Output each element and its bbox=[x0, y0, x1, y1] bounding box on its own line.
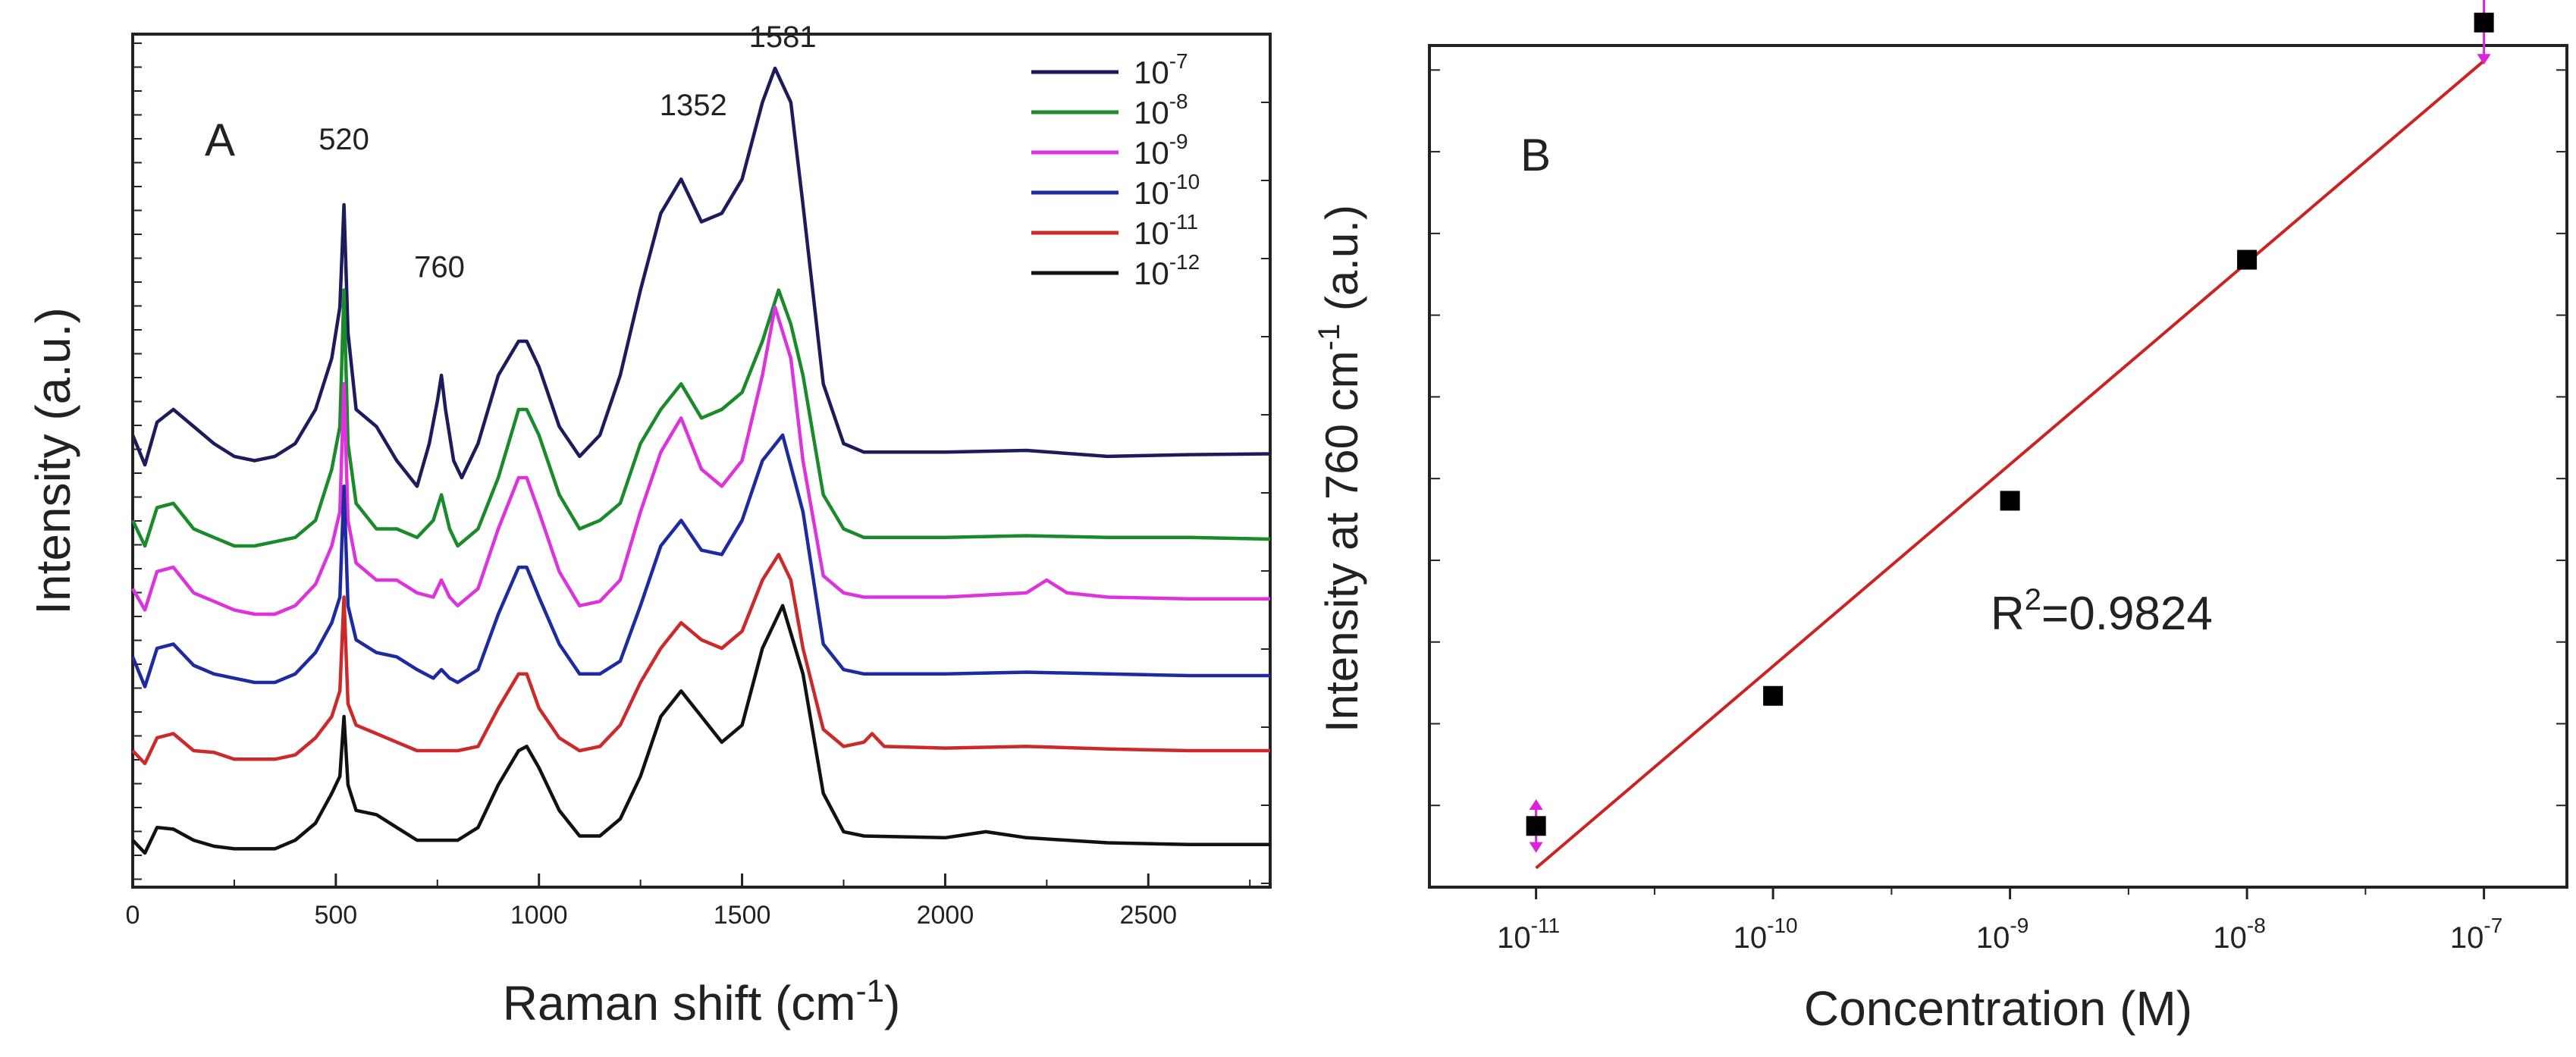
spectrum-line--9 bbox=[131, 305, 1270, 616]
x-tick-label-a: 2000 bbox=[917, 901, 974, 930]
peak-label: 1581 bbox=[749, 20, 817, 54]
x-tick-label-a: 2500 bbox=[1119, 901, 1177, 930]
panel-label-a: A bbox=[205, 114, 235, 165]
legend-label: 10-8 bbox=[1134, 89, 1188, 130]
x-tick-label-a: 1500 bbox=[714, 901, 771, 930]
panel-label-b: B bbox=[1520, 130, 1551, 180]
legend-label: 10-7 bbox=[1134, 49, 1188, 90]
peak-labels: 520 760 1352 1581 bbox=[318, 20, 816, 284]
spectrum-line--7 bbox=[130, 66, 1271, 488]
x-tick-labels-b: 10-11 10-10 10-9 10-8 10-7 bbox=[1497, 914, 2502, 955]
legend-label: 10-10 bbox=[1134, 170, 1200, 211]
panel-b-calibration: B R2=0.9824 10-11 10-10 10-9 10-8 10-7 Conce… bbox=[1313, 0, 2568, 1036]
data-point bbox=[1763, 685, 1784, 706]
fit-line-segment bbox=[1535, 59, 2485, 870]
spectrum-line--10 bbox=[130, 433, 1270, 688]
data-point bbox=[2237, 249, 2258, 270]
plot-frame-b bbox=[1428, 44, 2568, 889]
error-bar-cap-top bbox=[1529, 798, 1543, 810]
fit-line bbox=[1535, 59, 2485, 870]
x-axis-label-b: Concentration (M) bbox=[1804, 981, 2192, 1036]
data-point bbox=[2474, 12, 2494, 33]
peak-label: 760 bbox=[414, 251, 465, 284]
spectrum-line--12 bbox=[131, 604, 1270, 855]
error-bars bbox=[1529, 0, 2491, 853]
x-tick-label-a: 1000 bbox=[510, 901, 568, 930]
spectra-series bbox=[130, 66, 1271, 855]
y-axis-label-b: Intensity at 760 cm-1 (a.u.) bbox=[1313, 205, 1367, 732]
peak-label: 1352 bbox=[660, 89, 727, 122]
plot-frame-a bbox=[131, 33, 1272, 889]
x-axis-label-a: Raman shift (cm-1) bbox=[503, 973, 901, 1030]
x-tick-label-b: 10-8 bbox=[2213, 914, 2265, 955]
data-points bbox=[1526, 12, 2494, 836]
x-tick-label-b: 10-10 bbox=[1734, 914, 1798, 955]
data-point bbox=[2000, 491, 2020, 511]
x-tick-label-b: 10-11 bbox=[1497, 914, 1560, 955]
data-point bbox=[1526, 816, 1546, 836]
peak-label: 520 bbox=[318, 123, 369, 156]
panel-a-raman-spectra: 0 500 1000 1500 2000 2500 A 520 760 1352 1581 10… bbox=[26, 20, 1272, 1030]
x-tick-label-a: 0 bbox=[126, 901, 140, 930]
y-axis-label-a: Intensity (a.u.) bbox=[26, 307, 80, 615]
legend-label: 10-9 bbox=[1134, 130, 1188, 171]
error-bar-cap-bottom bbox=[1529, 842, 1543, 853]
x-tick-label-b: 10-9 bbox=[1976, 914, 2028, 955]
x-tick-label-b: 10-7 bbox=[2450, 914, 2502, 955]
spectrum-line--8 bbox=[130, 288, 1271, 548]
x-tick-label-a: 500 bbox=[314, 901, 357, 930]
legend-label: 10-12 bbox=[1134, 250, 1200, 291]
legend-label: 10-11 bbox=[1134, 210, 1198, 251]
spectrum-line--11 bbox=[131, 553, 1270, 766]
axis-ticks-b bbox=[1429, 69, 2567, 899]
r-squared-annotation: R2=0.9824 bbox=[1991, 583, 2213, 640]
error-bar-cap-bottom bbox=[2477, 54, 2491, 65]
axis-ticks-a: 0 500 1000 1500 2000 2500 bbox=[126, 42, 1270, 930]
